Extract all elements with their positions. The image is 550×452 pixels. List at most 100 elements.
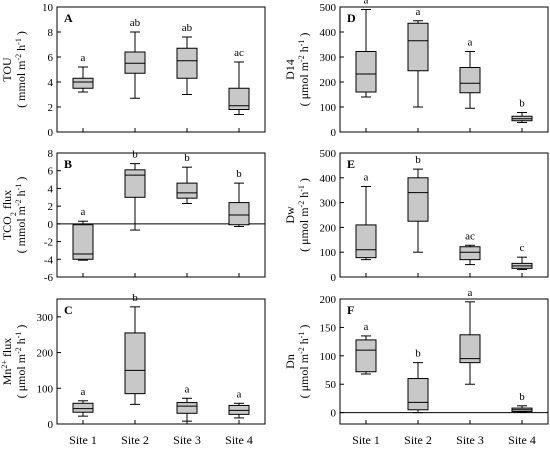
y-tick-label: 100 bbox=[320, 351, 337, 363]
box-body bbox=[459, 67, 481, 94]
significance-letter: a bbox=[81, 386, 86, 398]
box-body bbox=[72, 402, 94, 413]
significance-letter: a bbox=[364, 171, 369, 183]
y-axis-label: Dw bbox=[283, 206, 297, 224]
y-tick-label: 0 bbox=[331, 408, 337, 420]
box-site-1: a bbox=[355, 0, 377, 98]
significance-letter: a bbox=[468, 287, 473, 299]
significance-letter: b bbox=[132, 149, 138, 161]
box-body bbox=[124, 51, 146, 74]
significance-letter: b bbox=[132, 292, 138, 304]
y-tick-label: 200 bbox=[320, 222, 337, 234]
y-tick-label: 8 bbox=[48, 27, 54, 39]
box-site-4: c bbox=[511, 242, 533, 271]
y-axis-unit: ( μmol m-2 h-1 ) bbox=[297, 178, 312, 252]
panel-b: -6 -4 -2 0 2 4 6 8B TCO2 flux( mmol m-2 h-1 ) a b b… bbox=[0, 148, 266, 284]
y-tick-label: 6 bbox=[48, 166, 54, 178]
plot-frame bbox=[339, 298, 549, 425]
plot-frame bbox=[56, 298, 266, 425]
y-tick-label: -2 bbox=[44, 237, 53, 249]
significance-letter: ab bbox=[130, 17, 141, 29]
plot-frame bbox=[56, 6, 266, 133]
y-axis-unit: ( mmol m-2 h-1 ) bbox=[14, 177, 29, 254]
y-tick-label: 0 bbox=[48, 219, 54, 231]
y-tick-label: 10 bbox=[42, 2, 54, 14]
y-tick-label: 4 bbox=[48, 77, 54, 89]
panel-f: 0 50 100 150 200 F Dn( μmol m-2 h-1 ) a b a b Site … bbox=[283, 287, 549, 447]
y-axis-unit: ( μmol m-2 h-1 ) bbox=[14, 325, 29, 399]
box-site-1: a bbox=[355, 171, 377, 261]
significance-letter: a bbox=[416, 6, 421, 18]
y-axis-label: TCO2 flux bbox=[0, 190, 18, 240]
significance-letter: b bbox=[236, 168, 242, 180]
significance-letter: a bbox=[364, 0, 369, 7]
box-site-3: ab bbox=[176, 22, 198, 95]
panel-label: D bbox=[347, 11, 356, 25]
significance-letter: ab bbox=[182, 22, 193, 34]
y-tick-label: 0 bbox=[48, 419, 54, 431]
x-category-label: Site 2 bbox=[121, 433, 149, 447]
box-body bbox=[124, 332, 146, 395]
x-category-label: Site 3 bbox=[173, 433, 201, 447]
significance-letter: a bbox=[81, 206, 86, 218]
box-site-4: b bbox=[511, 98, 533, 123]
panel-e: 0 100 200 300 400 500 E Dw( μmol m-2 h-1 ) a b ac c bbox=[283, 148, 549, 284]
panel-label: A bbox=[64, 11, 73, 25]
box-site-2: b bbox=[124, 149, 146, 231]
box-site-3: a bbox=[459, 37, 481, 109]
box-body bbox=[176, 182, 198, 199]
y-tick-label: 200 bbox=[320, 294, 337, 306]
box-site-1: a bbox=[72, 386, 94, 417]
box-site-3: b bbox=[176, 152, 198, 204]
y-tick-label: 0 bbox=[331, 127, 337, 139]
y-tick-label: 2 bbox=[48, 102, 54, 114]
y-tick-label: 2 bbox=[48, 201, 54, 213]
panel-a: 0 2 4 6 8 10 A TOU( mmol m-2 h-1 ) a ab ab ac bbox=[0, 2, 266, 139]
box-site-1: a bbox=[72, 206, 94, 261]
box-body bbox=[228, 202, 250, 226]
box-body bbox=[355, 224, 377, 259]
panel-label: E bbox=[347, 157, 355, 171]
box-body bbox=[459, 334, 481, 364]
y-axis-label: Dn bbox=[283, 354, 297, 369]
y-tick-label: 200 bbox=[37, 348, 54, 360]
box-site-2: ab bbox=[124, 17, 146, 99]
y-axis-label: D14 bbox=[283, 59, 297, 80]
x-category-label: Site 1 bbox=[352, 433, 380, 447]
x-category-label: Site 4 bbox=[225, 433, 253, 447]
box-body bbox=[228, 404, 250, 415]
y-axis-label: Mn2+ flux bbox=[0, 338, 14, 386]
y-axis-unit: ( mmol m-2 h-1 ) bbox=[14, 31, 29, 108]
significance-letter: b bbox=[519, 391, 525, 403]
significance-letter: ac bbox=[234, 47, 244, 59]
panel-label: F bbox=[347, 303, 354, 317]
significance-letter: a bbox=[237, 388, 242, 400]
significance-letter: b bbox=[415, 348, 421, 360]
y-tick-label: 500 bbox=[320, 2, 337, 14]
box-site-3: ac bbox=[459, 230, 481, 266]
box-site-4: b bbox=[511, 391, 533, 413]
box-site-4: ac bbox=[228, 47, 250, 115]
significance-letter: a bbox=[364, 321, 369, 333]
x-category-label: Site 3 bbox=[456, 433, 484, 447]
y-tick-label: 300 bbox=[37, 312, 54, 324]
y-tick-label: 300 bbox=[320, 52, 337, 64]
box-site-3: a bbox=[459, 287, 481, 385]
box-body bbox=[72, 224, 94, 260]
y-tick-label: 4 bbox=[48, 183, 54, 195]
significance-letter: ac bbox=[465, 230, 475, 242]
x-category-label: Site 1 bbox=[69, 433, 97, 447]
y-tick-label: 8 bbox=[48, 148, 54, 160]
box-body bbox=[228, 87, 250, 110]
box-site-2: b bbox=[407, 348, 429, 414]
box-site-3: a bbox=[176, 383, 198, 422]
y-tick-label: 50 bbox=[325, 379, 337, 391]
significance-letter: a bbox=[185, 383, 190, 395]
y-axis-label: TOU bbox=[0, 57, 14, 82]
y-axis-unit: ( μmol m-2 h-1 ) bbox=[297, 325, 312, 399]
panel-label: C bbox=[64, 303, 73, 317]
box-site-1: a bbox=[72, 52, 94, 93]
panel-c: 0 100 200 300 C Mn2+ flux( μmol m-2 h-1 ) a b a a… bbox=[0, 292, 266, 447]
box-body bbox=[407, 22, 429, 72]
